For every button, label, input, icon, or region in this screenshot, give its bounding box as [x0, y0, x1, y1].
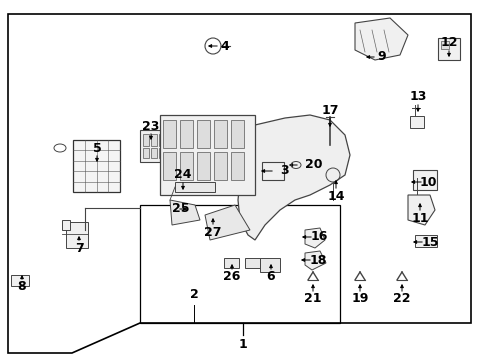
Text: 15: 15: [420, 235, 438, 248]
Bar: [414, 235, 436, 247]
Text: 4: 4: [220, 40, 229, 53]
Bar: [62, 220, 70, 230]
Bar: [230, 120, 244, 148]
Text: 12: 12: [439, 36, 457, 49]
Bar: [142, 148, 149, 158]
Text: 25: 25: [172, 202, 189, 216]
Bar: [412, 170, 436, 190]
Text: 10: 10: [418, 175, 436, 189]
Text: 20: 20: [305, 158, 322, 171]
Text: 19: 19: [350, 292, 368, 306]
Bar: [140, 205, 339, 323]
Text: 11: 11: [410, 211, 428, 225]
Bar: [175, 182, 215, 192]
Text: 23: 23: [142, 120, 160, 132]
Bar: [140, 130, 168, 162]
Polygon shape: [407, 195, 434, 225]
Text: 26: 26: [223, 270, 240, 284]
Bar: [224, 258, 239, 268]
Bar: [163, 120, 176, 148]
Text: 9: 9: [377, 50, 386, 63]
Polygon shape: [238, 115, 349, 240]
Bar: [151, 148, 157, 158]
Bar: [180, 152, 193, 180]
Text: 5: 5: [92, 141, 101, 154]
Text: 13: 13: [408, 90, 426, 104]
Text: 21: 21: [304, 292, 321, 306]
Polygon shape: [8, 14, 470, 353]
Bar: [260, 258, 280, 272]
Bar: [230, 152, 244, 180]
Bar: [180, 120, 193, 148]
Polygon shape: [170, 200, 200, 225]
Bar: [409, 116, 423, 128]
Bar: [66, 222, 88, 248]
Polygon shape: [305, 228, 325, 248]
Bar: [11, 275, 29, 286]
Bar: [197, 120, 209, 148]
Bar: [163, 152, 176, 180]
Text: 24: 24: [174, 168, 191, 181]
Bar: [159, 134, 164, 146]
Bar: [262, 162, 284, 180]
Text: 14: 14: [326, 189, 344, 202]
Text: 2: 2: [189, 288, 198, 302]
Text: 17: 17: [321, 104, 338, 117]
Text: 18: 18: [309, 253, 326, 266]
Bar: [142, 134, 149, 146]
Bar: [440, 41, 448, 49]
Bar: [197, 152, 209, 180]
Polygon shape: [354, 18, 407, 60]
Bar: [73, 140, 120, 192]
Bar: [244, 258, 260, 268]
Bar: [151, 134, 157, 146]
Polygon shape: [305, 251, 325, 270]
Text: 22: 22: [392, 292, 410, 306]
Bar: [160, 115, 254, 195]
Bar: [214, 120, 226, 148]
Text: 8: 8: [18, 280, 26, 293]
Text: 7: 7: [75, 242, 83, 255]
Bar: [437, 38, 459, 60]
Polygon shape: [204, 205, 249, 240]
Bar: [214, 152, 226, 180]
Bar: [159, 148, 164, 158]
Text: 27: 27: [204, 225, 221, 238]
Text: 16: 16: [310, 230, 327, 243]
Text: 1: 1: [238, 338, 247, 351]
Text: 3: 3: [280, 165, 288, 177]
Text: 6: 6: [266, 270, 275, 284]
